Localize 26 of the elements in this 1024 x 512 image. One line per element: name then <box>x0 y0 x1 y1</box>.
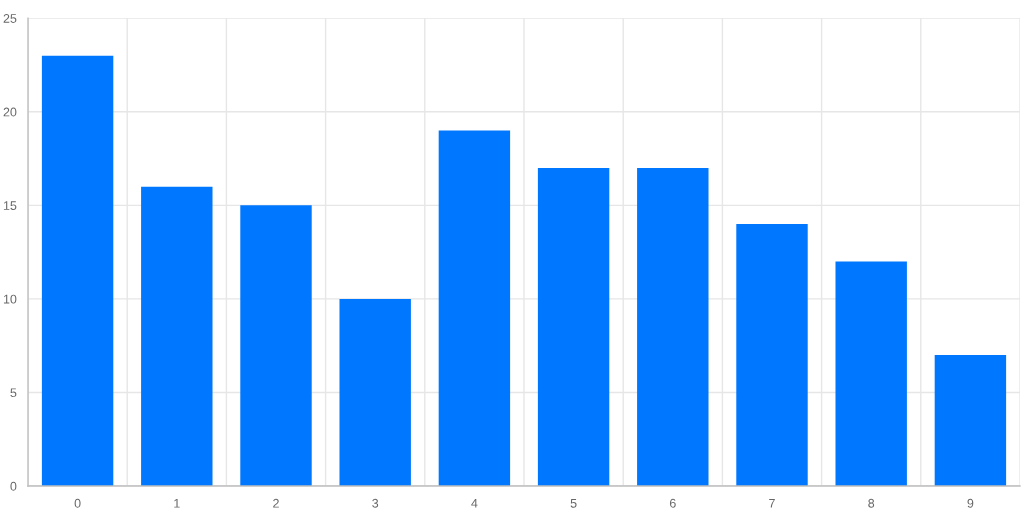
x-tick-label: 8 <box>868 498 875 508</box>
y-tick-label: 10 <box>3 294 17 304</box>
y-tick-label: 5 <box>10 388 17 398</box>
x-tick-label: 0 <box>74 498 81 508</box>
bar <box>438 130 511 486</box>
x-tick-label: 1 <box>174 498 180 508</box>
y-tick-label: 25 <box>3 14 17 23</box>
bar <box>339 298 411 486</box>
bar <box>835 261 907 486</box>
y-tick-label: 0 <box>10 481 17 491</box>
bar <box>736 224 808 486</box>
x-tick-label: 7 <box>769 498 775 508</box>
bar <box>240 205 312 486</box>
y-tick-label: 20 <box>3 107 17 117</box>
x-tick-label: 6 <box>669 498 676 508</box>
x-tick-label: 2 <box>273 498 279 508</box>
x-tick-label: 3 <box>372 498 379 508</box>
bar <box>537 167 610 486</box>
bar <box>934 355 1007 486</box>
bar <box>141 186 213 486</box>
bar <box>41 55 114 486</box>
x-tick-label: 5 <box>570 498 577 508</box>
x-tick-label: 4 <box>471 498 478 508</box>
x-tick-label: 9 <box>967 498 974 508</box>
y-tick-label: 15 <box>3 201 17 210</box>
bar <box>637 167 709 486</box>
